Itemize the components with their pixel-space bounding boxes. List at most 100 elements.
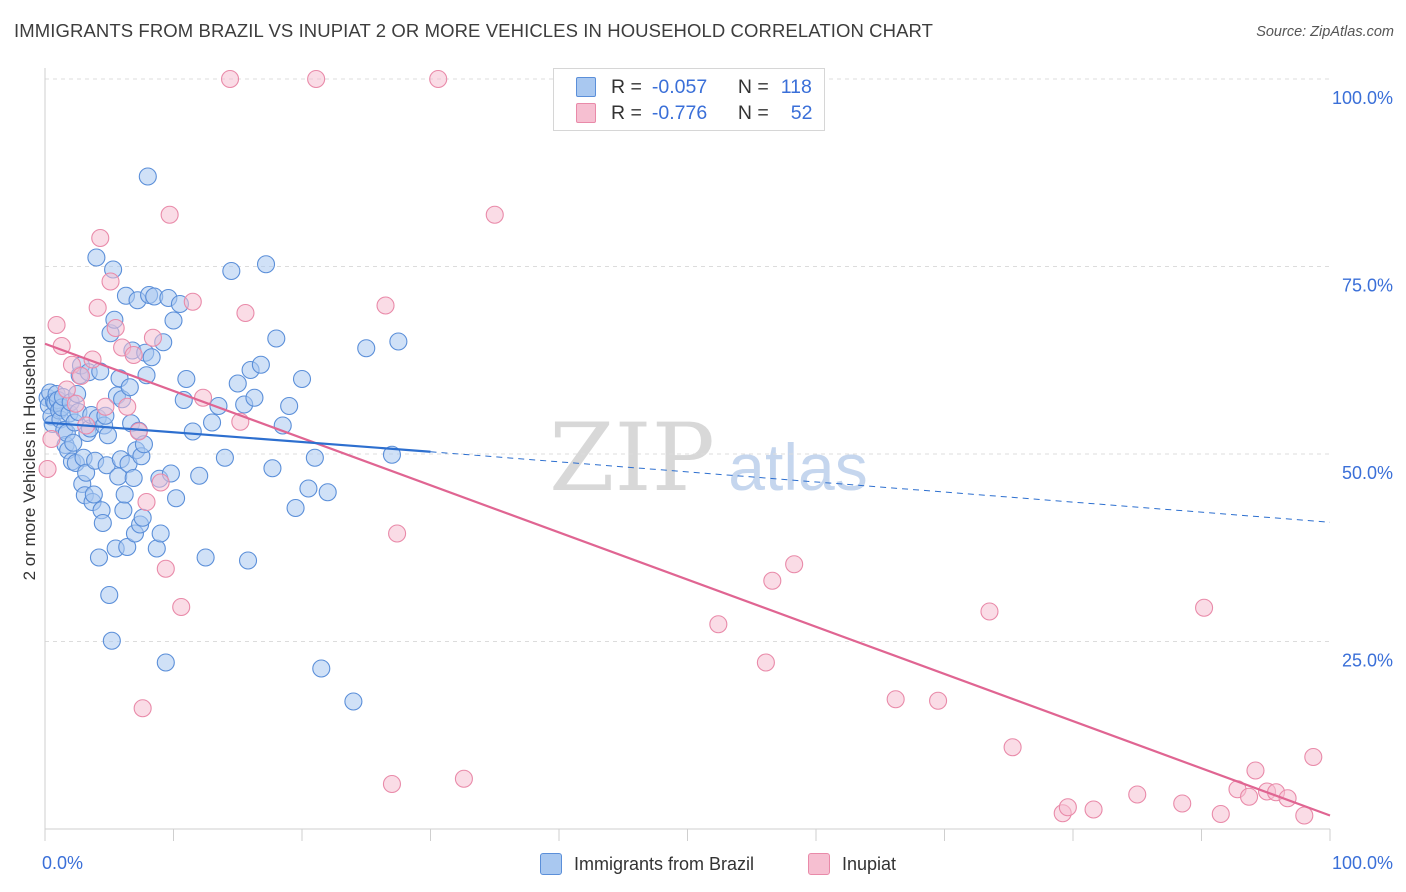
brazil-point [312,659,331,678]
inupiat-point [124,345,143,365]
inupiat-point [1239,787,1259,806]
inupiat-point [763,571,782,590]
brazil-point [142,348,161,367]
brazil-point [263,459,282,478]
inupiat-point [376,296,395,315]
brazil-point [87,248,106,267]
series-legend-label: Inupiat [842,853,897,874]
brazil-point [114,501,133,520]
inupiat-point [118,397,137,416]
legend-n-label: N = [737,101,769,124]
brazil-point [124,468,143,488]
brazil-point [256,255,276,274]
inupiat-point [1084,800,1103,819]
inupiat-point [137,492,156,512]
inupiat-point [756,653,775,672]
watermark-zip: ZIP [549,404,715,513]
brazil-point [299,479,318,498]
inupiat-point [1195,598,1214,617]
brazil-point [93,513,112,533]
watermark-atlas: atlas [728,430,867,504]
legend-r-label: R = [611,75,642,98]
y-tick-label: 25.0% [1342,651,1393,671]
inupiat-point [1295,806,1314,825]
chart-title: IMMIGRANTS FROM BRAZIL VS INUPIAT 2 OR M… [14,20,934,41]
inupiat-point [91,228,110,248]
series-legend-inupiat: Inupiat [808,852,896,876]
brazil-point [382,445,402,464]
inupiat-point [96,397,115,416]
inupiat-point [886,690,905,709]
inupiat-point [129,422,148,441]
brazil-point [251,355,270,374]
inupiat-point [709,615,728,634]
inupiat-point [143,328,162,347]
brazil-point [245,388,264,407]
inupiat-trend-line [44,342,1331,817]
brazil-point [147,539,166,558]
x-tick-label: 0.0% [42,853,83,873]
inupiat-point [1128,785,1147,804]
brazil-point [286,498,305,518]
brazil-point [196,548,215,567]
inupiat-point [485,205,504,224]
brazil-point [228,374,247,393]
brazil-point [344,692,363,711]
gridlines [45,78,1330,642]
legend-r-label: R = [611,101,642,124]
inupiat-point [429,69,448,89]
brazil-trend-extension [430,451,1331,523]
brazil-point [389,332,408,351]
legend-n-value: 118 [780,75,812,98]
brazil-point [98,426,118,445]
inupiat-point [236,303,255,323]
brazil-point [77,463,96,482]
watermark: ZIP atlas [549,404,868,513]
tick-labels: 100.0% 75.0% 50.0% 25.0% 0.0% 100.0% [42,88,1393,873]
inupiat-point [133,699,152,718]
brazil-point [292,369,312,389]
inupiat-point [307,69,326,89]
brazil-point [115,485,134,504]
brazil-point [177,369,196,389]
brazil-point [156,653,175,672]
brazil-trend-line [44,421,431,453]
trend-lines [44,342,1331,817]
brazil-point [164,311,183,330]
brazil-point [138,167,157,186]
series-brazil-points [38,167,408,711]
brazil-point [118,537,137,557]
brazil-point [133,508,152,527]
brazil-point [280,396,299,416]
inupiat-point [38,459,57,479]
inupiat-point [220,69,240,89]
brazil-point [190,466,209,485]
brazil-point [318,483,337,502]
inupiat-point [929,691,948,710]
legend-row-brazil: R = -0.057 N = 118 [576,75,812,99]
series-inupiat-points [38,69,1323,825]
inupiat-point [106,318,125,338]
brazil-point [305,448,324,467]
legend-swatch-pink [576,103,596,123]
legend-n-value: 52 [790,101,813,124]
legend-r-value: -0.057 [651,75,708,98]
inupiat-point [156,559,175,578]
brazil-point [100,585,119,605]
legend-swatch-blue [576,77,596,97]
y-tick-label: 100.0% [1332,88,1393,108]
series-legend-label: Immigrants from Brazil [574,853,755,874]
brazil-point [267,329,286,348]
inupiat-point [382,774,402,794]
brazil-point [84,485,103,504]
brazil-point [120,378,139,397]
inupiat-point [980,602,999,621]
inupiat-point [101,272,120,291]
inupiat-point [42,429,61,449]
legend-swatch-pink [808,853,830,875]
inupiat-point [151,473,170,492]
source-credit: Source: ZipAtlas.com [1256,24,1394,40]
brazil-point [64,433,83,452]
inupiat-point [1304,747,1323,767]
